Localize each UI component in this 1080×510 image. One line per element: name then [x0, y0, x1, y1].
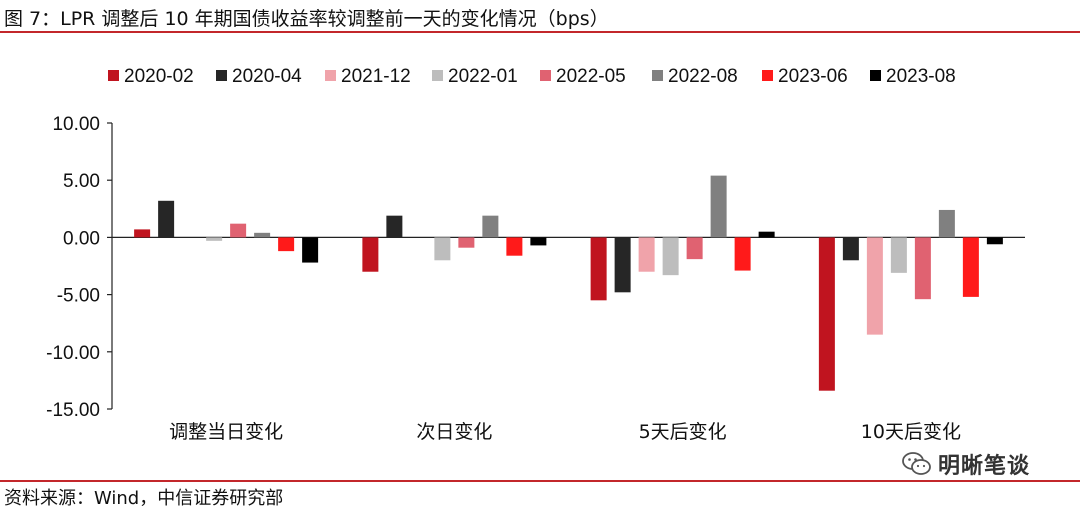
bar-2020-04-0 — [158, 200, 175, 238]
bar-2020-02-2 — [590, 237, 607, 301]
bar-2020-02-1 — [362, 237, 379, 272]
legend-label-2021-12: 2021-12 — [341, 66, 411, 87]
x-category-label: 次日变化 — [416, 421, 492, 440]
bar-2022-05-2 — [686, 237, 703, 260]
watermark-text: 明晰笔谈 — [938, 454, 1031, 479]
legend-label-2022-05: 2022-05 — [556, 66, 626, 87]
y-tick-label: -10.00 — [46, 343, 100, 364]
bar-2023-06-3 — [962, 237, 979, 297]
y-tick-label: -15.00 — [46, 400, 100, 421]
bar-2023-06-2 — [734, 237, 751, 271]
legend-swatch-2022-05 — [540, 70, 551, 81]
bar-2022-08-3 — [938, 209, 955, 238]
x-category-label: 5天后变化 — [639, 421, 727, 440]
legend-label-2022-01: 2022-01 — [448, 66, 518, 87]
x-category-label: 10天后变化 — [861, 421, 961, 440]
bar-2022-01-3 — [890, 237, 907, 273]
bar-2021-12-3 — [866, 237, 883, 335]
bar-2022-01-2 — [662, 237, 679, 276]
legend-swatch-2022-01 — [432, 70, 443, 81]
wechat-icon — [902, 452, 931, 475]
bar-2021-12-2 — [638, 237, 655, 272]
legend-swatch-2022-08 — [652, 70, 663, 81]
y-tick-label: 5.00 — [63, 171, 100, 192]
legend-label-2020-04: 2020-04 — [232, 66, 302, 87]
bar-2022-01-0 — [206, 237, 223, 241]
bar-2022-05-0 — [230, 223, 247, 238]
bar-2020-02-0 — [134, 229, 151, 238]
source-divider — [0, 480, 1080, 482]
bar-2022-01-1 — [434, 237, 451, 261]
y-tick-label: 0.00 — [63, 228, 100, 249]
bar-2023-08-3 — [986, 237, 1003, 245]
bar-2022-08-1 — [482, 215, 499, 238]
bar-2023-08-2 — [758, 231, 775, 238]
legend-label-2022-08: 2022-08 — [668, 66, 738, 87]
source-note: 资料来源：Wind，中信证券研究部 — [4, 488, 284, 509]
bar-2020-04-3 — [842, 237, 859, 261]
bar-2022-05-3 — [914, 237, 931, 300]
bar-2020-02-3 — [818, 237, 835, 391]
legend-swatch-2020-04 — [216, 70, 227, 81]
bar-2022-05-1 — [458, 237, 475, 248]
bar-2022-08-0 — [254, 232, 271, 238]
title-divider — [0, 31, 1080, 33]
legend-label-2023-06: 2023-06 — [778, 66, 848, 87]
bar-2023-06-1 — [506, 237, 523, 256]
bar-2020-04-1 — [386, 215, 403, 238]
bar-2022-08-2 — [710, 175, 727, 238]
bar-2023-08-1 — [530, 237, 547, 246]
legend-swatch-2021-12 — [325, 70, 336, 81]
legend-swatch-2023-08 — [870, 70, 881, 81]
legend-swatch-2020-02 — [108, 70, 119, 81]
bar-2023-06-0 — [278, 237, 295, 252]
legend-label-2020-02: 2020-02 — [124, 66, 194, 87]
watermark: 明晰笔谈 — [902, 448, 1030, 480]
y-tick-label: 10.00 — [52, 114, 100, 135]
legend-label-2023-08: 2023-08 — [886, 66, 956, 87]
y-tick-label: -5.00 — [57, 286, 100, 307]
bar-2023-08-0 — [302, 237, 319, 263]
bar-chart: 2020-02 2020-04 2021-12 2022-01 2022-05 2022-… — [46, 66, 1025, 440]
bar-2020-04-2 — [614, 237, 631, 293]
x-category-label: 调整当日变化 — [169, 421, 283, 440]
legend-swatch-2023-06 — [762, 70, 773, 81]
figure-title: 图 7：LPR 调整后 10 年期国债收益率较调整前一天的变化情况（bps） — [4, 8, 609, 30]
